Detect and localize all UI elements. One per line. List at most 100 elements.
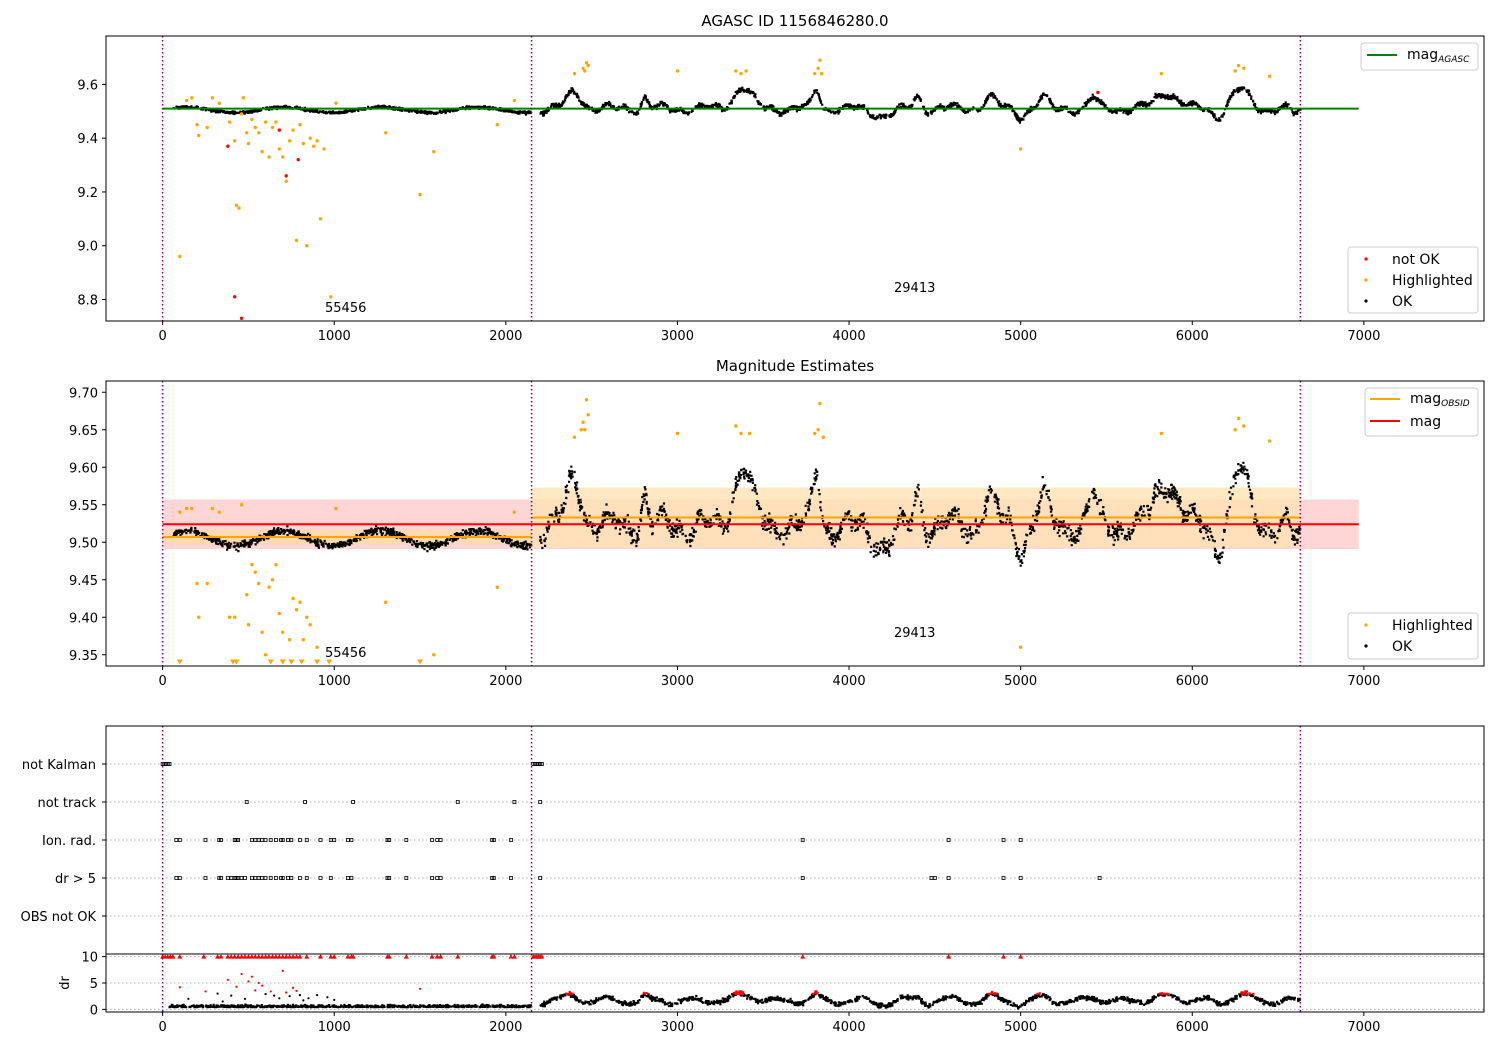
axes-frame	[105, 35, 1485, 322]
clipped-marker	[267, 659, 274, 665]
highlighted-point	[432, 653, 436, 657]
legend-agasc-line: magAGASC	[1360, 42, 1479, 71]
highlighted-point	[311, 144, 316, 148]
highlighted-point	[1159, 71, 1164, 76]
flag-marker	[946, 838, 951, 842]
highlighted-point	[512, 510, 517, 514]
dr-clipped-marker	[218, 954, 224, 959]
y-tick-label: 9.55	[69, 499, 98, 514]
clipped-marker	[326, 659, 333, 665]
highlighted-point	[294, 238, 299, 243]
dr-clipped-marker	[239, 954, 245, 959]
y-tick-label: 9.40	[69, 611, 98, 626]
clipped-marker	[176, 659, 183, 665]
flag-marker	[203, 876, 208, 880]
highlighted-point	[205, 581, 209, 586]
dr-clipped-marker	[225, 954, 231, 959]
flag-marker	[1001, 838, 1006, 842]
flag-marker	[929, 876, 934, 880]
highlighted-point	[583, 69, 587, 73]
dr-point	[307, 997, 310, 1000]
highlighted-point	[308, 136, 312, 140]
dr-point	[230, 994, 233, 997]
y-tick-label: 9.2	[77, 186, 98, 201]
highlighted-point	[747, 431, 752, 436]
highlighted-point	[190, 506, 194, 511]
dr-clipped-marker	[455, 954, 461, 959]
y-tick-label: 8.8	[77, 293, 98, 308]
dr-clipped-marker	[249, 954, 255, 959]
legend-not-ok-label: not OK	[1392, 252, 1440, 268]
highlighted-point	[384, 600, 388, 604]
highlighted-point	[217, 101, 221, 105]
flag-marker	[177, 876, 182, 880]
highlighted-point	[322, 147, 326, 151]
highlighted-point	[1159, 431, 1164, 436]
magnitude-chart-title: Magnitude Estimates	[716, 357, 874, 375]
flag-marker	[346, 838, 350, 842]
highlighted-point	[579, 428, 584, 432]
highlighted-point	[233, 615, 237, 619]
highlighted-point	[1242, 66, 1246, 70]
highlighted-point	[239, 112, 244, 116]
highlighted-point	[318, 217, 323, 221]
flag-marker	[435, 838, 440, 842]
x-tick-label: 7000	[1347, 1020, 1380, 1035]
not-ok-point	[277, 128, 282, 132]
dr-point	[278, 997, 281, 1000]
flag-marker	[491, 838, 496, 842]
y-tick-label: 9.4	[77, 132, 98, 147]
highlighted-point	[227, 615, 232, 619]
highlighted-point	[305, 615, 309, 619]
y-tick-label: 10	[81, 951, 98, 966]
x-tick-label: 2000	[489, 674, 522, 689]
highlighted-point	[274, 563, 278, 567]
highlighted-point	[301, 141, 306, 146]
highlighted-point	[816, 66, 820, 70]
dr-clipped-marker	[273, 954, 279, 959]
x-tick-label: 7000	[1347, 329, 1380, 344]
flag-marker	[800, 838, 805, 842]
flag-marker	[289, 838, 294, 842]
flag-marker	[1018, 838, 1023, 842]
flag-marker	[286, 838, 290, 842]
flag-marker	[268, 876, 273, 880]
category-label: not Kalman	[22, 758, 96, 773]
dr-point	[204, 990, 207, 993]
flag-marker	[404, 876, 409, 880]
highlighted-point	[210, 96, 215, 100]
flag-marker	[509, 876, 513, 880]
highlighted-point	[739, 431, 743, 436]
dr-point	[178, 986, 181, 989]
highlighted-point	[241, 96, 245, 100]
dr-point	[254, 989, 257, 992]
annotation-agasc-55456: 55456	[325, 301, 366, 316]
annotation-mag-55456: 55456	[325, 646, 366, 661]
dr-panel: 0 1000 2000 3000 4000 5000 6000 7000 0 5 10	[81, 951, 1485, 1035]
highlighted-point	[586, 413, 590, 417]
highlighted-point	[291, 128, 295, 132]
not-ok-point	[233, 295, 237, 299]
x-tick-label: 6000	[1176, 329, 1209, 344]
highlighted-point	[301, 638, 306, 642]
dr-point	[269, 990, 272, 993]
flag-marker	[946, 876, 951, 880]
dr-points	[168, 993, 1301, 1010]
dr-clipped-marker	[946, 954, 952, 959]
x-tick-label: 3000	[661, 1020, 694, 1035]
highlighted-point	[257, 581, 261, 586]
category-label: Ion. rad.	[42, 834, 96, 849]
flag-marker	[256, 838, 261, 842]
dr-clipped-marker	[350, 954, 356, 959]
legend-ok-label: OK	[1392, 294, 1413, 310]
dr-clipped-marker	[252, 954, 258, 959]
dr-clipped-marker	[429, 954, 435, 959]
x-tick-label: 5000	[1004, 674, 1037, 689]
dr-point	[261, 984, 264, 987]
highlighted-point	[291, 596, 295, 601]
highlighted-point	[305, 244, 309, 248]
dr-clipped-marker	[177, 954, 183, 959]
flag-marker	[387, 876, 392, 880]
highlighted-point	[178, 254, 182, 259]
dr-point	[250, 975, 253, 978]
